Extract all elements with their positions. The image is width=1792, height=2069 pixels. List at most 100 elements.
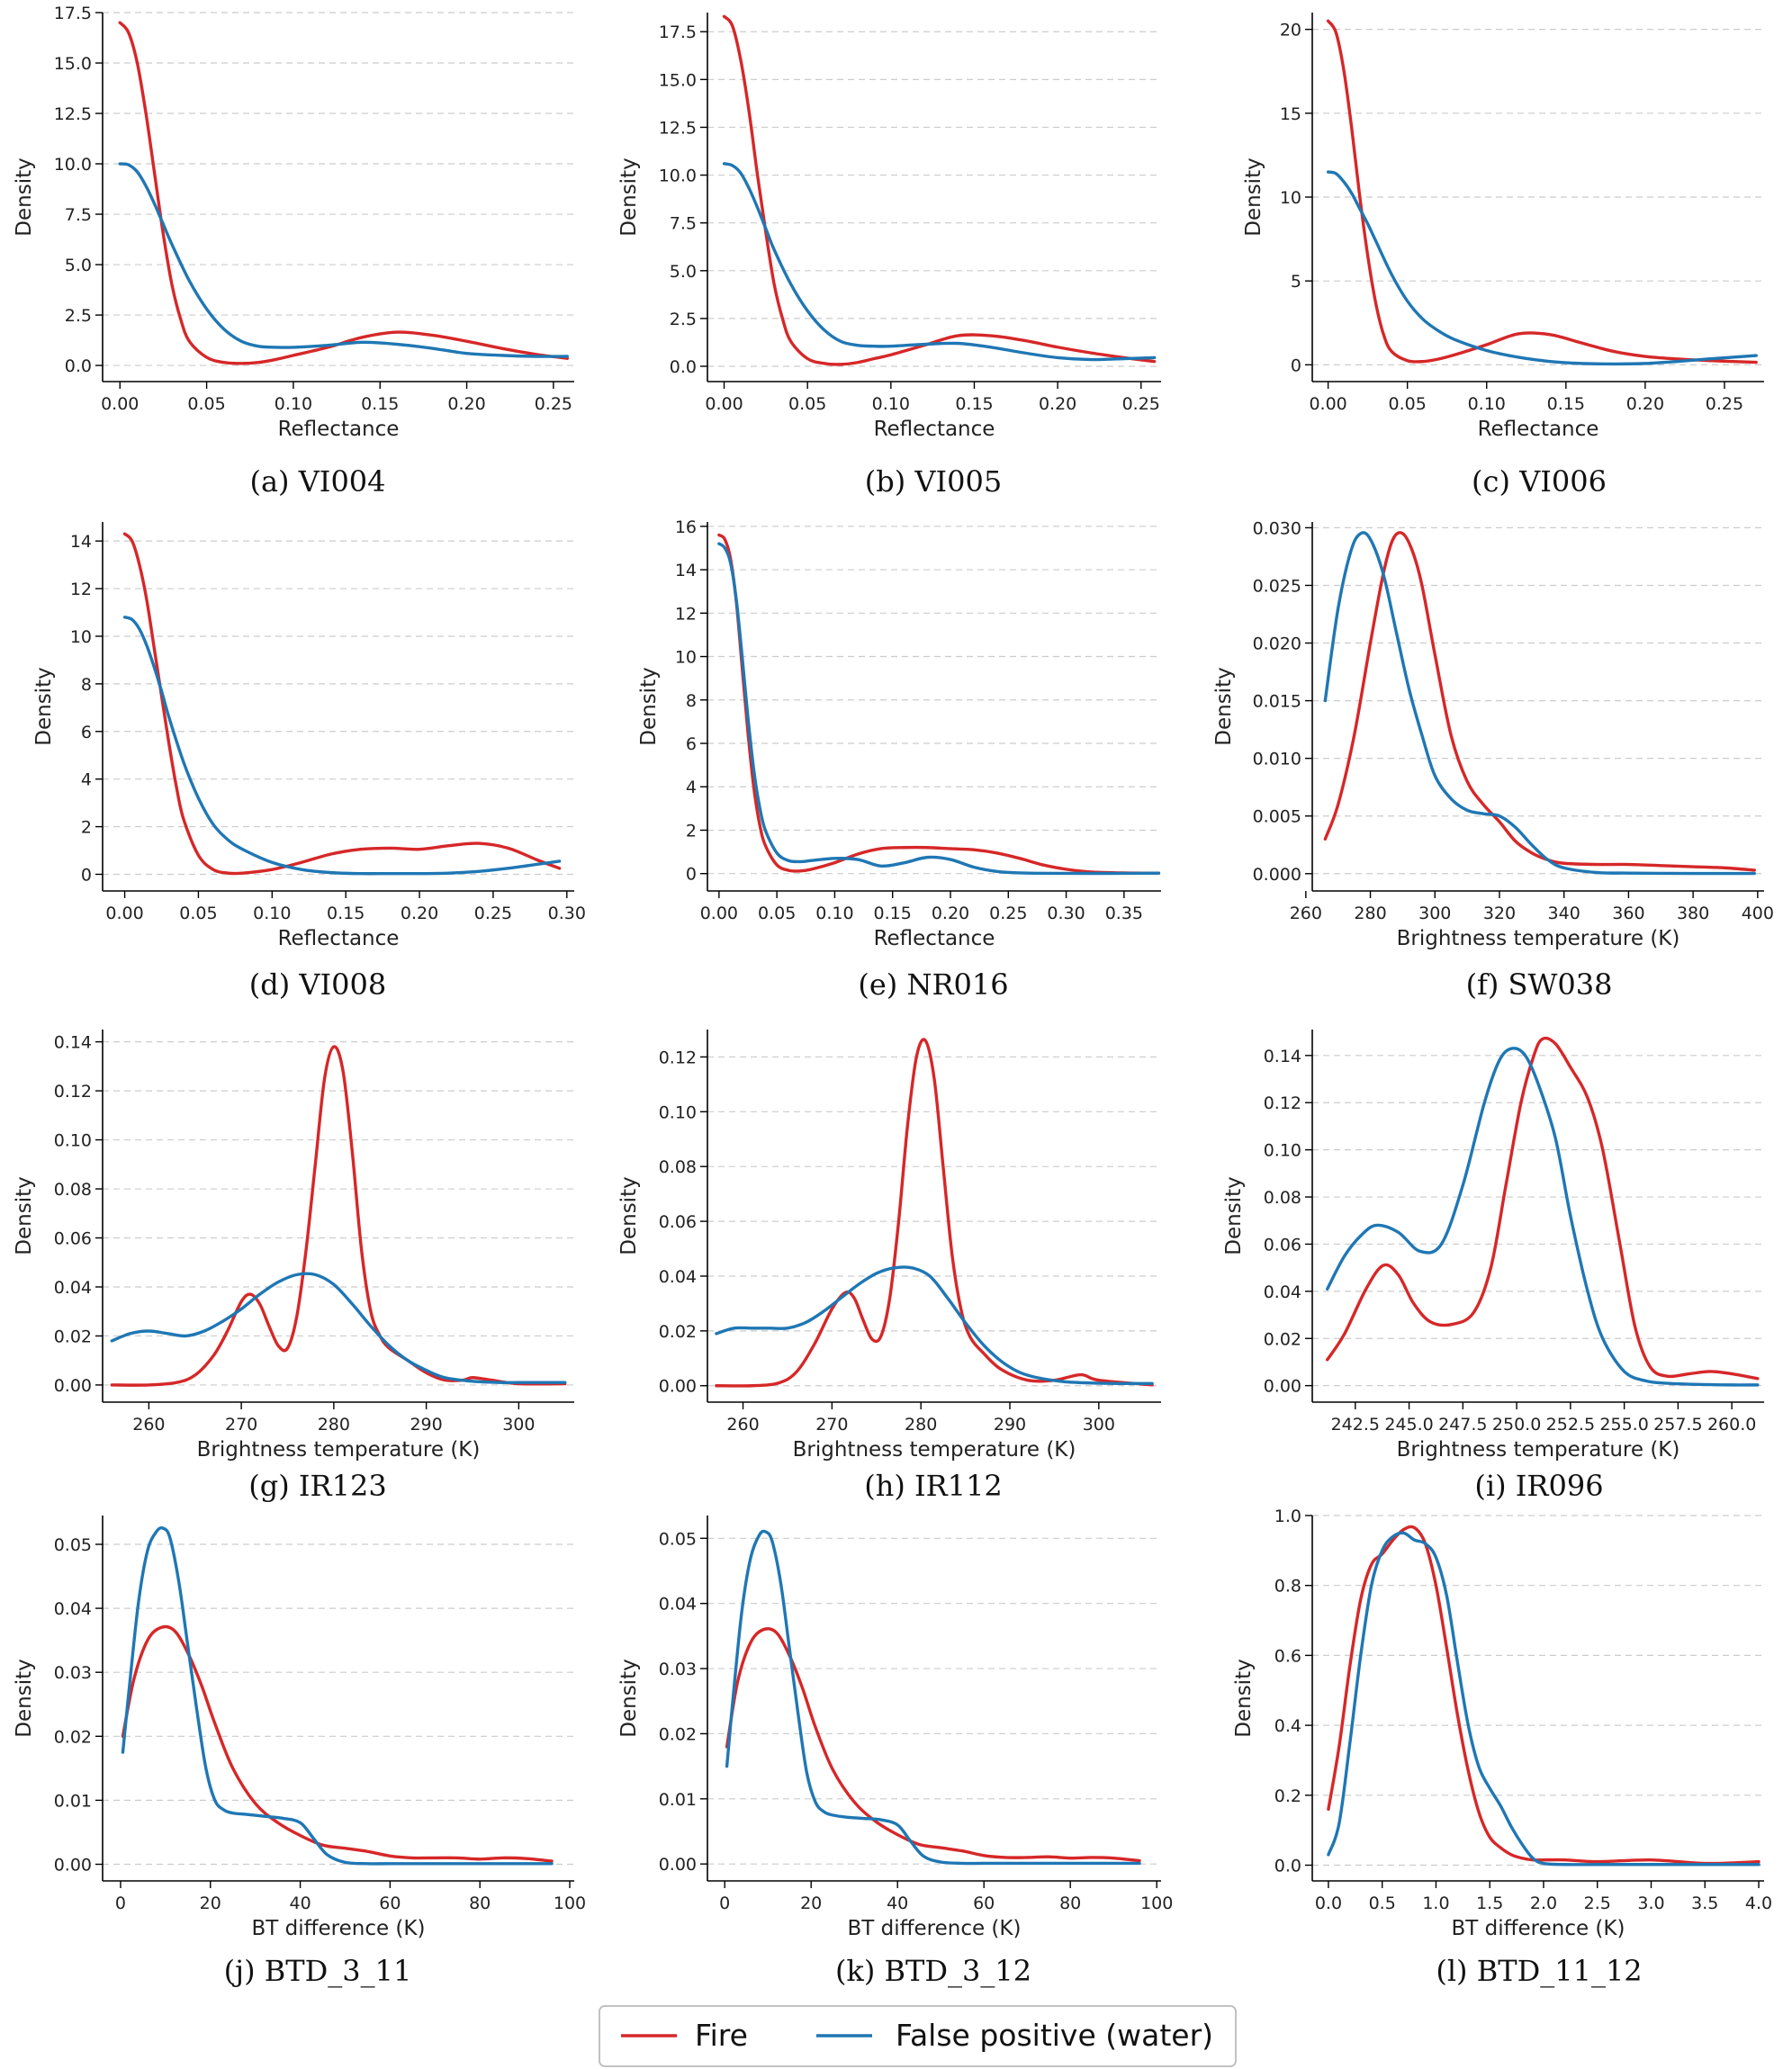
- y-tick-label: 0.04: [54, 1599, 92, 1619]
- y-tick-label: 0.00: [1264, 1377, 1301, 1397]
- panel-caption: (h) IR112: [864, 1469, 1003, 1503]
- series-line-fire: [717, 533, 1161, 875]
- series-line-water: [1326, 170, 1758, 366]
- x-tick-label: 0.5: [1369, 1894, 1396, 1913]
- y-tick-label: 15.0: [54, 54, 92, 74]
- panel-9: 0.00 0.02 0.04 0.06 0.08 0.10 0.12 0.14 242.5 245…: [1222, 1030, 1764, 1503]
- y-tick-label: 0.06: [1264, 1235, 1301, 1255]
- x-tick-label: 0.00: [105, 904, 143, 923]
- panels-container: 0.02.55.07.510.012.515.017.50.00 0.05 0.10…: [13, 4, 1774, 1988]
- series-line-water: [1323, 531, 1756, 876]
- panel-caption: (l) BTD_11_12: [1436, 1954, 1642, 1988]
- series-line-fire: [1327, 1525, 1760, 1866]
- series-line-water: [118, 162, 569, 358]
- x-tick-label: 250.0: [1492, 1415, 1541, 1435]
- y-tick-label: 0.02: [659, 1322, 697, 1342]
- panel-4: 0 2 4 6 8 10 12 14 0.00 0.05 0.10 0.15 0.20 0.25 0.30 R…: [32, 522, 586, 1002]
- x-tick-label: 0.15: [327, 904, 365, 923]
- y-tick-label: 10.0: [54, 155, 92, 175]
- x-tick-label: 340: [1548, 904, 1580, 923]
- y-tick-label: 0.12: [54, 1082, 92, 1102]
- x-tick-label: 60: [379, 1894, 401, 1913]
- y-tick-label: 0.8: [1274, 1577, 1301, 1597]
- panel-12: 0.0 0.2 0.4 0.6 0.8 1.0 0.0 0.5 1.0 1.5 2.0 2.5 3.0 3…: [1232, 1507, 1772, 1988]
- y-tick-label: 0.10: [1264, 1141, 1301, 1161]
- series-line-fire: [715, 1038, 1154, 1388]
- x-tick-label: 0.15: [874, 904, 912, 923]
- x-tick-label: 0.05: [758, 904, 796, 923]
- x-tick-label: 320: [1483, 904, 1516, 923]
- y-tick-label: 0.00: [54, 1376, 92, 1396]
- x-tick-label: 257.5: [1653, 1415, 1702, 1435]
- x-axis-label: Brightness temperature (K): [1397, 1438, 1680, 1462]
- x-tick-label: 260.0: [1707, 1415, 1756, 1435]
- series-line-water: [1326, 1047, 1760, 1387]
- panel-1: 0.0 2.5 5.0 7.5 10.0 12.5 15.0 17.5 0.00 0.05 0.10…: [13, 4, 574, 499]
- x-tick-label: 0.05: [1389, 394, 1427, 414]
- x-axis-label: Reflectance: [278, 927, 400, 950]
- y-tick-label: 0: [1291, 355, 1301, 375]
- y-tick-label: 15: [1280, 104, 1301, 124]
- y-tick-label: 17.5: [659, 22, 697, 42]
- y-tick-label: 0.12: [659, 1048, 697, 1067]
- y-tick-label: 0.030: [1253, 518, 1301, 538]
- y-tick-label: 2.5: [65, 306, 92, 326]
- series-line-water: [121, 1525, 554, 1866]
- panel-caption: (c) VI006: [1472, 464, 1607, 499]
- y-axis-label: Density: [1242, 157, 1265, 236]
- y-tick-label: 6: [81, 723, 92, 742]
- y-tick-label: 0.06: [54, 1229, 92, 1249]
- y-tick-label: 0.03: [54, 1663, 92, 1683]
- series-line-fire: [121, 1624, 554, 1863]
- legend-water-label: False positive (water): [896, 2018, 1213, 2053]
- x-tick-label: 380: [1677, 904, 1709, 923]
- y-tick-label: 0.015: [1253, 692, 1301, 712]
- series-line-water: [722, 162, 1157, 362]
- x-tick-label: 40: [289, 1894, 311, 1913]
- x-tick-label: 270: [225, 1415, 257, 1435]
- y-tick-label: 14: [675, 561, 697, 580]
- x-tick-label: 2.0: [1530, 1894, 1557, 1913]
- x-tick-label: 0: [115, 1894, 126, 1913]
- series-line-fire: [1326, 1036, 1760, 1381]
- y-tick-label: 20: [1280, 21, 1301, 40]
- y-tick-label: 17.5: [54, 4, 92, 23]
- x-axis-label: Reflectance: [874, 927, 995, 950]
- x-tick-label: 280: [318, 1415, 350, 1435]
- y-tick-label: 14: [70, 532, 92, 552]
- y-axis-label: Density: [617, 1176, 641, 1255]
- panel-2: 0.0 2.5 5.0 7.5 10.0 12.5 15.0 17.5 0.00 0.05 0.10…: [617, 13, 1161, 499]
- y-tick-label: 0.01: [659, 1790, 697, 1810]
- y-tick-label: 0.10: [659, 1102, 697, 1122]
- y-tick-label: 0.01: [54, 1791, 92, 1811]
- x-tick-label: 280: [905, 1415, 937, 1435]
- x-tick-label: 260: [132, 1415, 165, 1435]
- x-tick-label: 100: [554, 1894, 586, 1913]
- legend: Fire False positive (water): [599, 2005, 1237, 2067]
- x-tick-label: 20: [200, 1894, 221, 1913]
- x-tick-label: 2.5: [1584, 1894, 1611, 1913]
- series-line-water: [122, 616, 562, 876]
- y-tick-label: 0.00: [659, 1377, 697, 1397]
- x-tick-label: 0.30: [548, 904, 586, 923]
- y-tick-label: 0.0: [1274, 1857, 1301, 1876]
- x-tick-label: 0.25: [535, 394, 572, 414]
- x-tick-label: 270: [815, 1415, 848, 1435]
- y-tick-label: 7.5: [670, 214, 697, 234]
- y-tick-label: 0.000: [1253, 865, 1301, 885]
- y-tick-label: 0.010: [1253, 750, 1301, 769]
- panel-caption: (i) IR096: [1474, 1469, 1603, 1503]
- y-tick-label: 0.08: [54, 1180, 92, 1200]
- x-tick-label: 0.25: [1706, 394, 1743, 414]
- x-tick-label: 360: [1612, 904, 1644, 923]
- panel-caption: (j) BTD_3_11: [224, 1954, 412, 1988]
- y-tick-label: 10: [675, 648, 697, 668]
- x-tick-label: 0.05: [187, 394, 225, 414]
- panel-caption: (g) IR123: [248, 1469, 386, 1503]
- x-tick-label: 0.25: [1122, 394, 1160, 414]
- y-tick-label: 2: [81, 818, 92, 838]
- y-tick-label: 0.05: [54, 1535, 92, 1555]
- y-axis-label: Density: [13, 1659, 36, 1737]
- y-tick-label: 0.02: [54, 1727, 92, 1747]
